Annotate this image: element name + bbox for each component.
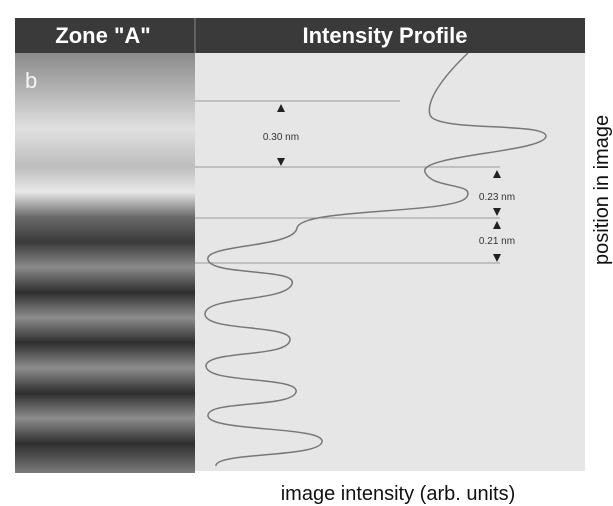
annotation: 0.23 nm [479, 192, 515, 203]
arrow [493, 208, 501, 216]
arrows [277, 104, 501, 262]
arrow [493, 170, 501, 178]
profile-panel [195, 53, 585, 471]
arrow [277, 104, 285, 112]
micrograph [15, 53, 195, 473]
header-right: Intensity Profile [302, 23, 467, 48]
y-axis-label: position in image [591, 115, 613, 265]
arrow [493, 254, 501, 262]
annotation: 0.21 nm [479, 236, 515, 247]
arrow [277, 158, 285, 166]
annotation: 0.30 nm [263, 132, 299, 143]
x-axis-label: image intensity (arb. units) [281, 483, 516, 505]
header-bar [15, 18, 585, 53]
header-left: Zone "A" [55, 23, 150, 48]
guide-lines [195, 100, 500, 264]
arrow [493, 221, 501, 229]
panel-label: b [25, 68, 37, 93]
intensity-curve [204, 52, 547, 467]
